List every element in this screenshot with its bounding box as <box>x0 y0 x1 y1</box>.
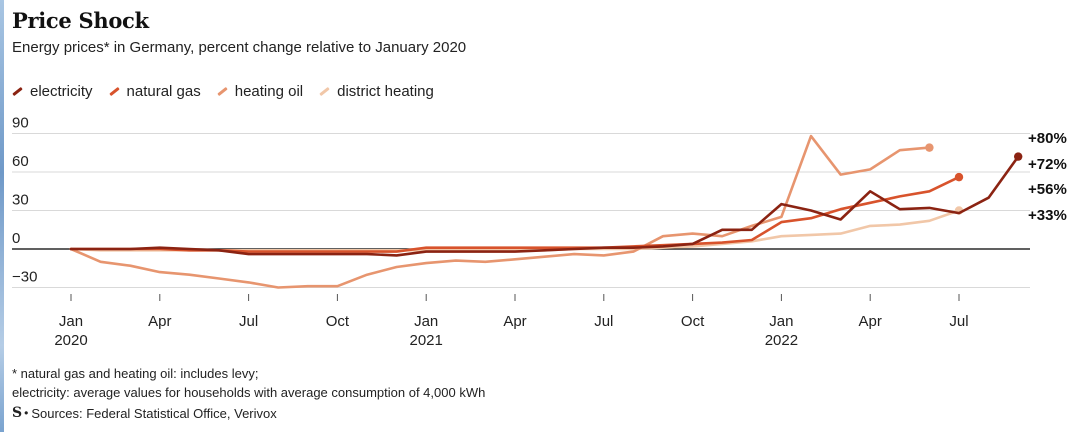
x-tick-label: Jul <box>594 313 613 330</box>
chart-title: Price Shock <box>12 8 149 33</box>
y-tick-label: 30 <box>12 192 29 209</box>
footnote-levy: * natural gas and heating oil: includes … <box>12 366 259 381</box>
legend-label: electricity <box>30 83 93 100</box>
publisher-logo-icon: S <box>12 405 23 421</box>
x-tick-year-label: 2022 <box>765 332 798 349</box>
x-tick-label: Oct <box>681 313 705 330</box>
legend-item-district-heating: district heating <box>319 83 434 100</box>
footnotes: * natural gas and heating oil: includes … <box>12 364 485 402</box>
y-tick-label: 60 <box>12 153 29 170</box>
x-tick-label: Apr <box>503 313 526 330</box>
y-tick-label: 0 <box>12 230 20 247</box>
page-edge-decoration <box>0 0 4 432</box>
x-tick-label: Oct <box>326 313 350 330</box>
legend-label: natural gas <box>126 83 201 100</box>
chart-subtitle: Energy prices* in Germany, percent chang… <box>12 39 467 56</box>
x-tick-year-label: 2021 <box>410 332 443 349</box>
source-line: S • Sources: Federal Statistical Office,… <box>12 405 277 421</box>
legend-label: district heating <box>337 83 434 100</box>
series-line-heating-oil <box>69 134 931 289</box>
legend: electricity natural gas heating oil dist… <box>12 83 450 100</box>
series-end-dot-natural-gas <box>954 172 964 182</box>
separator-dot-icon: • <box>24 406 29 420</box>
end-value-label-electricity: +72% <box>1028 156 1067 173</box>
x-tick-label: Jan <box>414 313 438 330</box>
end-value-label-district-heating: +33% <box>1028 207 1067 224</box>
series-line-electricity <box>69 155 1020 257</box>
x-tick-label: Jan <box>59 313 83 330</box>
legend-item-natural-gas: natural gas <box>108 83 201 100</box>
legend-label: heating oil <box>234 83 304 100</box>
legend-item-heating-oil: heating oil <box>216 83 304 100</box>
x-tick-label: Jul <box>949 313 968 330</box>
x-tick-year-label: 2020 <box>54 332 87 349</box>
series-line-district-heating <box>69 209 961 252</box>
legend-item-electricity: electricity <box>12 83 93 100</box>
y-tick-label: −30 <box>12 269 37 286</box>
source-text: Sources: Federal Statistical Office, Ver… <box>31 405 277 421</box>
footnote-electricity: electricity: average values for househol… <box>12 385 486 400</box>
x-tick-label: Jan <box>769 313 793 330</box>
end-value-label-natural-gas: +56% <box>1028 181 1067 198</box>
x-tick-label: Jul <box>239 313 258 330</box>
series-end-dot-electricity <box>1014 152 1023 161</box>
x-tick-label: Apr <box>859 313 882 330</box>
series-end-dot-heating-oil <box>925 143 934 152</box>
end-value-label-heating-oil: +80% <box>1028 130 1067 147</box>
x-tick-label: Apr <box>148 313 171 330</box>
y-tick-label: 90 <box>12 115 29 132</box>
